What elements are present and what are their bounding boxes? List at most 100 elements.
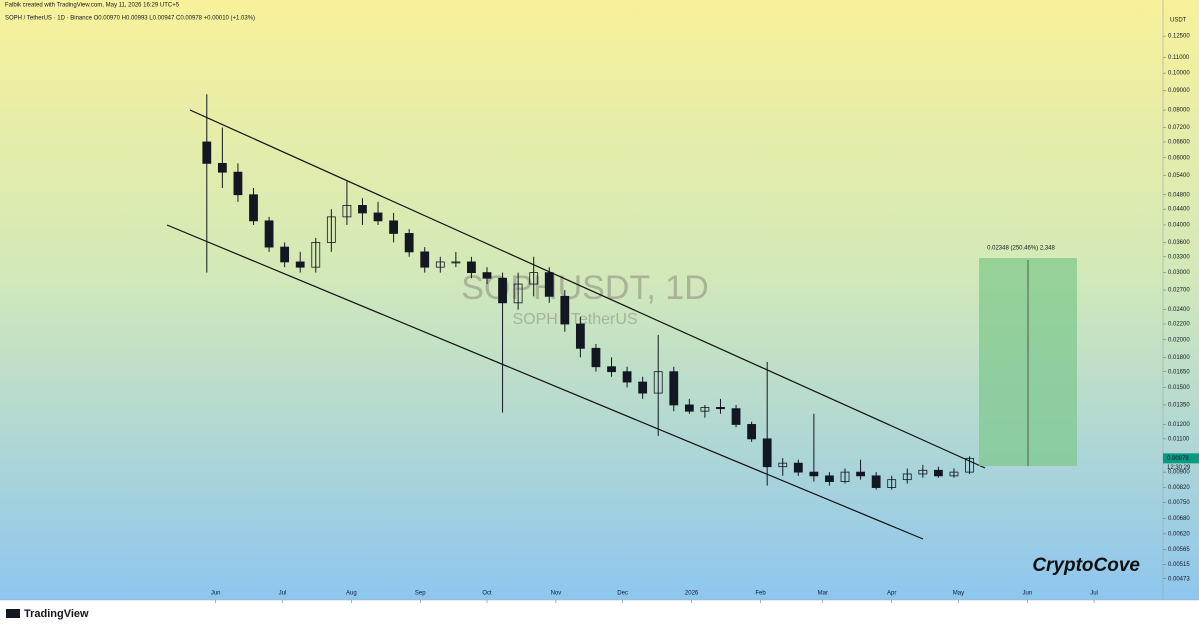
y-tick-label: 0.01650 [1168, 369, 1190, 375]
y-tick-label: 0.06000 [1168, 155, 1190, 161]
x-tick-label: 2026 [685, 591, 699, 597]
x-tick-label: Apr [887, 591, 896, 597]
x-tick-label: Aug [346, 591, 357, 597]
y-tick-label: 0.04400 [1168, 207, 1190, 213]
last-price-tag [1163, 453, 1199, 464]
x-tick-label: May [953, 591, 964, 597]
x-tick-label: Jun [1023, 591, 1033, 597]
y-tick-label: 0.01800 [1168, 355, 1190, 361]
candle-body [217, 162, 227, 173]
y-tick-label: 0.04000 [1168, 223, 1190, 229]
y-tick-label: 0.00515 [1168, 562, 1190, 568]
y-tick-label: 0.01350 [1168, 403, 1190, 409]
y-tick-label: 0.02400 [1168, 307, 1190, 313]
candle-body [233, 171, 243, 196]
candle-body [607, 366, 616, 373]
candle-body [918, 469, 928, 475]
candle-body [326, 216, 336, 243]
candle-body [544, 272, 554, 297]
y-tick-label: 0.01100 [1168, 436, 1190, 442]
candle-body [311, 242, 321, 268]
candle-body [949, 471, 959, 477]
y-tick-label: 0.00565 [1168, 547, 1190, 553]
y-tick-label: 0.02000 [1168, 337, 1190, 343]
candle-body [762, 438, 772, 468]
y-tick-label: 0.00900 [1168, 470, 1190, 476]
candle-body [529, 272, 539, 285]
candle-body [560, 295, 570, 325]
candle-body [622, 371, 632, 383]
candle-body [934, 469, 943, 477]
y-tick-label: 0.08000 [1168, 108, 1190, 114]
candle-body [778, 462, 788, 468]
y-tick-label: 0.11000 [1168, 55, 1190, 61]
y-tick-label: 0.04800 [1168, 192, 1190, 198]
brand: TradingView [24, 608, 89, 620]
y-tick-label: 0.06600 [1168, 140, 1190, 146]
y-tick-label: 0.00473 [1168, 576, 1190, 582]
y-tick-label: 0.01200 [1168, 422, 1190, 428]
candle-body [731, 408, 741, 425]
candle-body [482, 272, 492, 279]
candle-body [684, 404, 694, 412]
x-tick-label: Jul [1090, 591, 1098, 597]
candle-body [856, 471, 865, 477]
countdown: 12:30:29 [1167, 465, 1191, 471]
candle-body [965, 457, 974, 473]
candle-body [202, 141, 212, 164]
candle-body [887, 479, 897, 488]
y-tick-label: 0.00820 [1168, 485, 1190, 491]
candle-body [358, 205, 367, 214]
candle-body [498, 277, 507, 304]
candle-body [404, 233, 414, 253]
y-tick-label: 0.02700 [1168, 288, 1190, 294]
x-tick-label: Sep [415, 591, 426, 597]
candle-body [747, 424, 757, 440]
y-tick-label: 0.00620 [1168, 531, 1190, 537]
y-tick-label: 0.00680 [1168, 516, 1190, 522]
x-tick-label: Nov [551, 591, 562, 597]
last-price-label: 0.00978 [1167, 456, 1189, 462]
y-tick-label: 0.05400 [1168, 173, 1190, 179]
x-tick-label: Feb [755, 591, 766, 597]
x-tick-label: Jul [279, 591, 287, 597]
y-tick-label: 0.02200 [1168, 322, 1190, 328]
candle-body [871, 475, 881, 488]
candle-body [420, 251, 430, 268]
candle-body [840, 471, 850, 482]
channel-upper [189, 109, 986, 469]
candle-body [638, 381, 648, 394]
x-tick-label: Dec [617, 591, 628, 597]
axis-unit: USDT [1170, 18, 1187, 24]
y-tick-label: 0.03000 [1168, 270, 1190, 276]
candle-body [342, 205, 352, 218]
y-tick-label: 0.00750 [1168, 500, 1190, 506]
y-tick-label: 0.03600 [1168, 240, 1190, 246]
y-tick-label: 0.09000 [1168, 88, 1190, 94]
candle-body [669, 371, 679, 406]
x-tick-label: Mar [818, 591, 828, 597]
y-tick-label: 0.12500 [1168, 34, 1190, 40]
candle-body [902, 473, 912, 481]
candle-body [264, 220, 274, 248]
candle-body [809, 471, 819, 477]
candle-body [513, 283, 523, 304]
candle-body [389, 220, 398, 234]
candle-body [716, 407, 725, 410]
x-tick-label: Jun [211, 591, 221, 597]
position-label: 0.02348 (250.46%) 2,348 [987, 246, 1055, 252]
watermark-subtitle: SOPH / TetherUS [512, 311, 637, 328]
candle-body [825, 475, 834, 482]
candle-body [467, 261, 476, 274]
y-tick-label: 0.03300 [1168, 254, 1190, 260]
symbol-legend: SOPH / TetherUS · 1D · Binance O0.00970 … [5, 16, 255, 22]
candle-body [295, 261, 305, 268]
candle-body [653, 371, 663, 394]
header: Falbik created with TradingView.com, May… [5, 3, 180, 9]
y-tick-label: 0.10000 [1168, 71, 1190, 77]
candle-body [793, 462, 803, 473]
candle-body [451, 261, 461, 264]
brand-icon [6, 609, 20, 618]
candle-body [249, 194, 258, 222]
